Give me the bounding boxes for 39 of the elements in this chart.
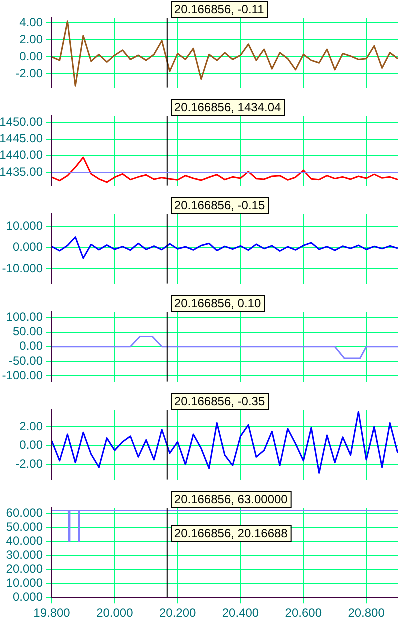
y-tick-label: 0.00 xyxy=(20,339,44,354)
y-tick-label: 4.00 xyxy=(20,15,44,30)
y-tick-label: 20.000 xyxy=(6,562,44,576)
y-tick-label: 100.00 xyxy=(6,310,44,324)
y-tick-label: 1450.00 xyxy=(0,114,44,129)
y-tick-label: 50.000 xyxy=(6,520,44,534)
y-tick-label: 0.000 xyxy=(12,240,44,254)
y-tick-label: 2.00 xyxy=(20,32,44,46)
y-tick-label: -2.00 xyxy=(16,457,44,472)
x-tick-label: 20.600 xyxy=(285,606,322,620)
text: 20.166856, 1434.04 xyxy=(174,100,282,114)
x-tick-label: 20.000 xyxy=(96,606,134,620)
y-tick-label: 0.000 xyxy=(12,590,44,604)
y-tick-label: 30.000 xyxy=(6,548,44,562)
y-tick-label: 40.000 xyxy=(6,534,44,548)
text: 20.166856, -0.35 xyxy=(174,394,266,408)
y-tick-label: 1440.00 xyxy=(0,148,44,162)
text: 20.166856, -0.15 xyxy=(174,198,266,212)
y-tick-label: 0.00 xyxy=(20,49,44,64)
y-tick-label: 60.000 xyxy=(6,506,44,520)
y-tick-label: 10.000 xyxy=(6,576,44,590)
y-tick-label: 1445.00 xyxy=(0,132,44,146)
y-tick-label: -50.00 xyxy=(8,354,44,368)
y-tick-label: 0.00 xyxy=(20,438,44,452)
y-tick-label: 50.00 xyxy=(12,324,44,339)
y-tick-label: -100.00 xyxy=(2,368,44,382)
y-tick-label: 2.00 xyxy=(20,419,44,434)
x-tick-label: 19.800 xyxy=(34,606,71,620)
x-tick-label: 20.400 xyxy=(222,606,260,620)
text: 20.166856, 63.00000 xyxy=(174,492,288,506)
y-tick-label: 1435.00 xyxy=(0,164,44,179)
text: 20.166856, 0.10 xyxy=(174,296,262,310)
y-tick-label: 10.000 xyxy=(6,219,44,234)
x-tick-label: 20.800 xyxy=(348,606,386,620)
x-tick-label: 20.200 xyxy=(159,606,196,620)
y-tick-label: -2.00 xyxy=(16,66,44,80)
text: 20.166856, -0.11 xyxy=(174,2,265,16)
y-tick-label: -10.000 xyxy=(2,261,44,276)
annotation: 20.166856, 20.16688 xyxy=(174,526,288,540)
